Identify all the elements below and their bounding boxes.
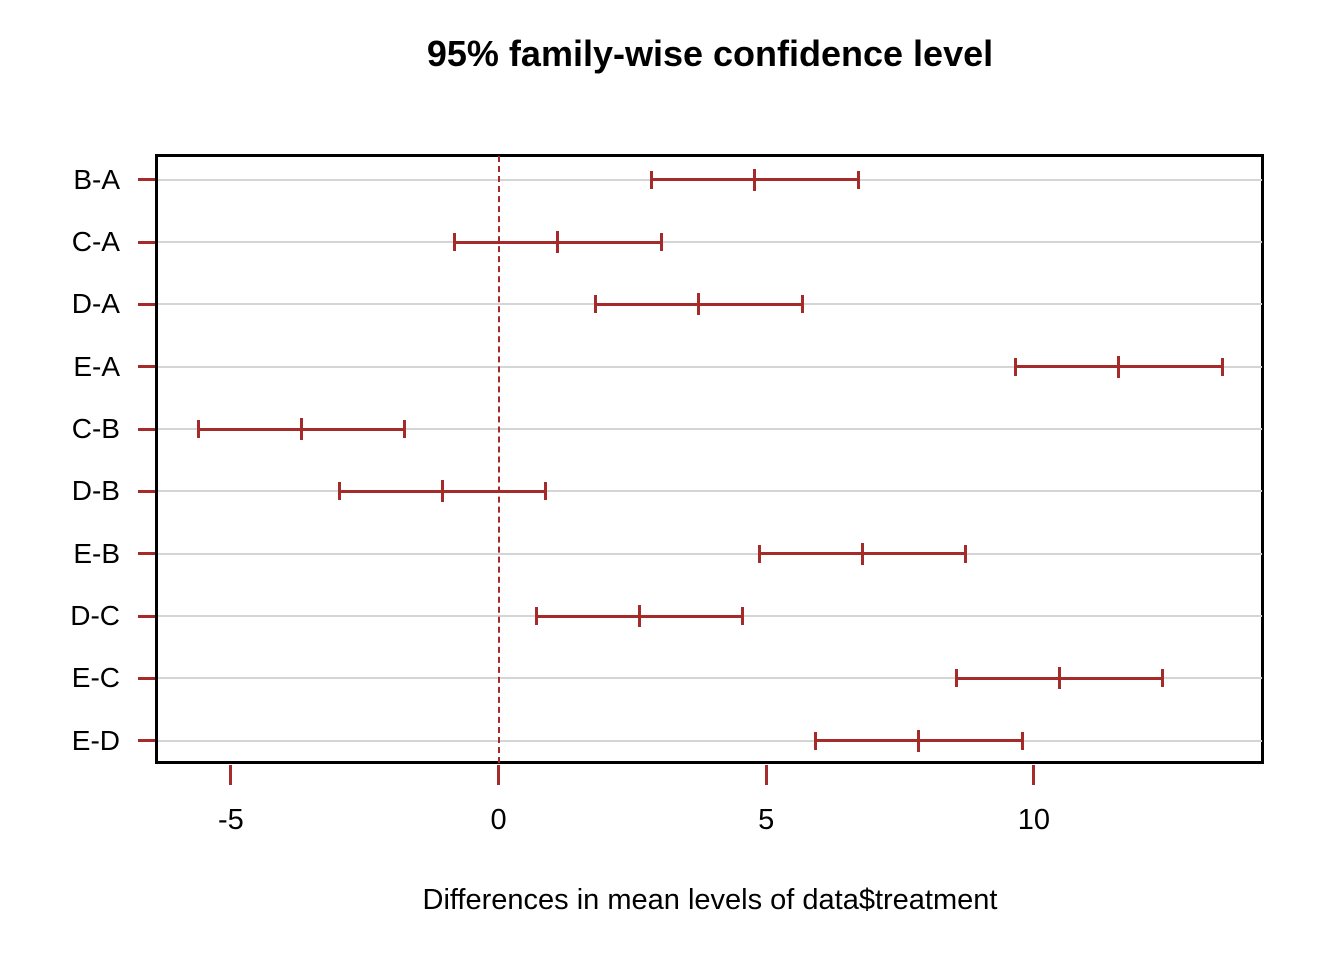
ci-cap-right bbox=[964, 544, 968, 563]
x-tick-label: 10 bbox=[1017, 804, 1050, 836]
y-tick bbox=[138, 489, 155, 493]
ci-center-tick bbox=[917, 729, 921, 752]
y-axis-label: C-B bbox=[71, 413, 120, 445]
ci-cap-left bbox=[534, 607, 538, 625]
x-tick bbox=[764, 765, 768, 785]
ci-center-tick bbox=[440, 480, 444, 503]
ci-cap-left bbox=[650, 170, 654, 189]
ci-cap-right bbox=[856, 170, 860, 189]
ci-center-tick bbox=[1058, 667, 1062, 690]
ci-cap-right bbox=[741, 607, 745, 625]
y-axis-label: E-A bbox=[73, 350, 120, 382]
gridline bbox=[158, 365, 1262, 368]
y-axis-label: B-A bbox=[73, 163, 120, 195]
x-tick bbox=[497, 765, 501, 785]
ci-cap-right bbox=[544, 482, 548, 501]
ci-center-tick bbox=[300, 418, 304, 441]
gridline bbox=[158, 552, 1262, 555]
ci-cap-left bbox=[757, 544, 761, 563]
ci-cap-right bbox=[1161, 669, 1165, 688]
y-axis-label: D-C bbox=[70, 600, 120, 631]
gridline bbox=[158, 490, 1262, 493]
y-axis-label: E-B bbox=[73, 537, 120, 569]
y-axis-label: C-A bbox=[71, 226, 120, 258]
ci-cap-left bbox=[593, 295, 597, 314]
y-tick bbox=[138, 178, 155, 182]
y-tick bbox=[138, 739, 155, 743]
y-tick bbox=[138, 240, 155, 244]
ci-cap-left bbox=[196, 420, 200, 439]
ci-center-tick bbox=[753, 168, 757, 191]
x-tick-label: 5 bbox=[758, 804, 775, 836]
x-axis-title: Differences in mean levels of data$treat… bbox=[422, 884, 998, 916]
x-tick-label: 0 bbox=[490, 804, 507, 836]
gridline bbox=[158, 739, 1262, 742]
ci-center-tick bbox=[861, 542, 865, 565]
y-tick bbox=[138, 614, 155, 618]
y-tick bbox=[138, 552, 155, 556]
ci-cap-right bbox=[1020, 731, 1024, 750]
ci-center-tick bbox=[697, 293, 701, 316]
chart-title: 95% family-wise confidence level bbox=[426, 33, 994, 74]
y-axis-label: E-C bbox=[71, 662, 120, 694]
y-tick bbox=[138, 676, 155, 680]
x-tick bbox=[229, 765, 233, 785]
ci-cap-left bbox=[813, 731, 817, 750]
zero-reference-line bbox=[497, 156, 500, 763]
gridline bbox=[158, 241, 1262, 244]
ci-cap-right bbox=[1220, 357, 1224, 376]
ci-cap-left bbox=[954, 669, 958, 688]
x-tick-label: -5 bbox=[217, 804, 244, 836]
y-tick bbox=[138, 365, 155, 369]
y-axis-label: D-B bbox=[71, 475, 120, 507]
y-axis-label: D-A bbox=[71, 288, 120, 320]
ci-cap-right bbox=[659, 233, 663, 252]
ci-center-tick bbox=[1117, 355, 1121, 378]
ci-center-tick bbox=[556, 231, 560, 254]
ci-cap-right bbox=[403, 420, 407, 439]
gridline bbox=[158, 428, 1262, 431]
y-tick bbox=[138, 427, 155, 431]
y-axis-label: E-D bbox=[71, 724, 120, 756]
ci-center-tick bbox=[637, 605, 641, 627]
gridline bbox=[158, 677, 1262, 680]
y-tick bbox=[138, 302, 155, 306]
ci-cap-left bbox=[453, 233, 457, 252]
x-tick bbox=[1032, 765, 1036, 785]
ci-cap-left bbox=[1014, 357, 1018, 376]
ci-cap-right bbox=[800, 295, 804, 314]
ci-cap-left bbox=[337, 482, 341, 501]
plot-area-border bbox=[155, 154, 1264, 764]
